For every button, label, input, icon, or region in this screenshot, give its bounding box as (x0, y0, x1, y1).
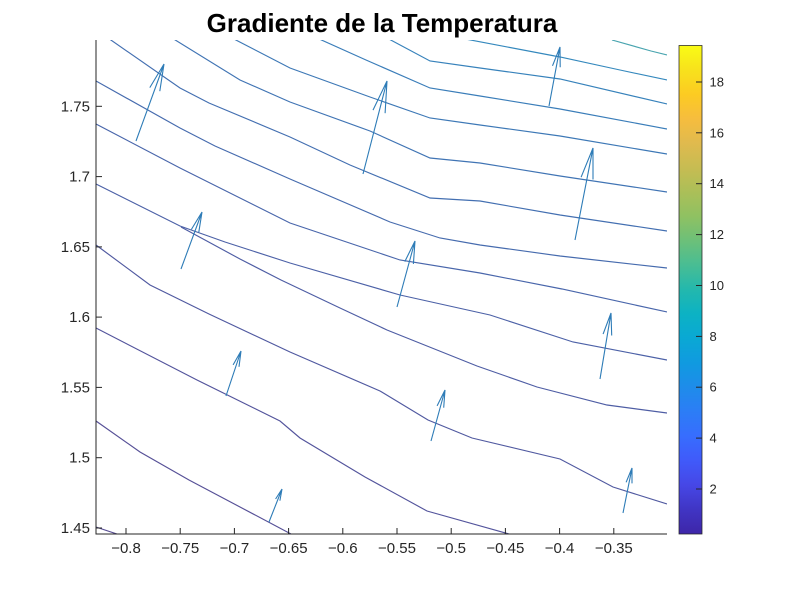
svg-text:−0.75: −0.75 (161, 540, 199, 557)
svg-text:−0.7: −0.7 (220, 540, 250, 557)
svg-text:−0.8: −0.8 (111, 540, 141, 557)
svg-text:1.65: 1.65 (61, 239, 90, 256)
svg-text:−0.45: −0.45 (486, 540, 524, 557)
svg-text:1.7: 1.7 (69, 169, 90, 186)
svg-text:−0.35: −0.35 (595, 540, 633, 557)
svg-text:14: 14 (710, 176, 724, 191)
svg-text:8: 8 (710, 329, 717, 344)
svg-text:1.5: 1.5 (69, 450, 90, 467)
svg-text:−0.55: −0.55 (378, 540, 416, 557)
svg-text:1.55: 1.55 (61, 379, 90, 396)
svg-text:−0.65: −0.65 (270, 540, 308, 557)
svg-text:Gradiente de la Temperatura: Gradiente de la Temperatura (207, 8, 558, 38)
svg-text:18: 18 (710, 75, 724, 90)
svg-text:−0.6: −0.6 (328, 540, 358, 557)
svg-text:1.45: 1.45 (61, 520, 90, 537)
svg-text:10: 10 (710, 278, 724, 293)
svg-text:4: 4 (710, 431, 717, 446)
svg-text:−0.5: −0.5 (436, 540, 466, 557)
svg-text:1.75: 1.75 (61, 98, 90, 115)
svg-text:1.6: 1.6 (69, 309, 90, 326)
svg-text:12: 12 (710, 227, 724, 242)
svg-text:16: 16 (710, 125, 724, 140)
svg-text:6: 6 (710, 380, 717, 395)
svg-text:2: 2 (710, 482, 717, 497)
svg-text:−0.4: −0.4 (545, 540, 575, 557)
